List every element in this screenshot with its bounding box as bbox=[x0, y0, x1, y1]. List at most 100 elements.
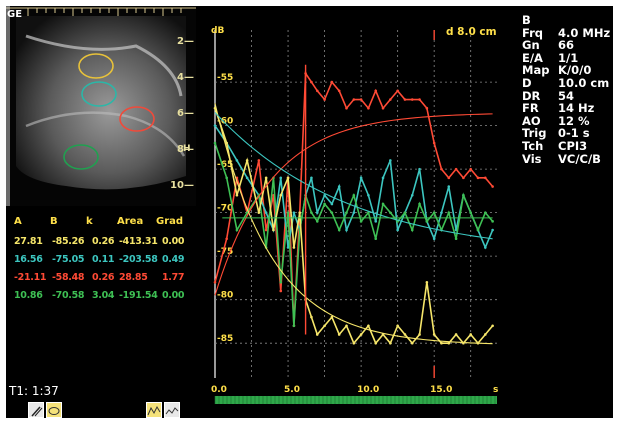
data-point bbox=[484, 211, 487, 214]
data-point bbox=[440, 211, 443, 214]
result-cell-grad: 1.77 bbox=[162, 272, 185, 283]
result-cell-area: -413.31 bbox=[119, 236, 158, 247]
data-point bbox=[323, 202, 326, 206]
depth-tick-label: 10— bbox=[170, 180, 194, 191]
info-label: Vis bbox=[522, 151, 542, 166]
info-label: DR bbox=[522, 88, 541, 103]
data-point bbox=[374, 237, 378, 241]
data-point bbox=[323, 193, 326, 197]
data-point bbox=[264, 211, 268, 214]
data-point bbox=[264, 176, 268, 180]
col-header-area: Area bbox=[117, 216, 144, 227]
depth-tick-label: 6— bbox=[177, 108, 194, 119]
data-point bbox=[367, 193, 370, 197]
data-point bbox=[403, 98, 407, 101]
data-point bbox=[454, 167, 458, 171]
data-point bbox=[272, 228, 275, 232]
info-value: 12 % bbox=[558, 113, 590, 128]
result-cell-k: 0.26 bbox=[92, 272, 115, 283]
y-tick-label: -55 bbox=[217, 73, 233, 83]
result-cell-a: 16.56 bbox=[14, 254, 43, 265]
data-point bbox=[403, 211, 407, 214]
result-cell-k: 3.04 bbox=[92, 290, 115, 301]
data-point bbox=[425, 280, 429, 284]
result-cell-grad: 0.00 bbox=[162, 236, 185, 247]
data-point bbox=[418, 167, 421, 171]
col-header-grad: Grad bbox=[156, 216, 184, 227]
data-point bbox=[447, 176, 451, 180]
col-header-k: k bbox=[86, 216, 93, 227]
data-point bbox=[447, 341, 451, 345]
data-point bbox=[389, 211, 392, 214]
data-point bbox=[245, 211, 249, 214]
corner-label: GE bbox=[7, 9, 23, 20]
data-point bbox=[225, 141, 228, 145]
data-point bbox=[359, 220, 363, 223]
data-point bbox=[484, 176, 487, 180]
data-point bbox=[476, 228, 480, 232]
result-cell-b: -75.05 bbox=[52, 254, 85, 265]
data-point bbox=[359, 333, 363, 336]
data-point bbox=[469, 333, 472, 336]
data-point bbox=[410, 98, 414, 101]
fit-curve-red bbox=[214, 113, 493, 296]
info-value: 10.0 cm bbox=[558, 76, 610, 90]
data-point bbox=[310, 211, 313, 214]
data-point bbox=[330, 80, 334, 84]
data-point bbox=[235, 193, 239, 197]
result-cell-k: 0.26 bbox=[92, 236, 115, 247]
x-tick-label: 15.0 bbox=[430, 385, 452, 395]
y-tick-label: -80 bbox=[217, 291, 233, 301]
ellipse-roi-icon[interactable] bbox=[46, 402, 62, 418]
data-point bbox=[279, 176, 283, 180]
data-point bbox=[315, 89, 319, 93]
x-tick-label: 0.0 bbox=[211, 385, 227, 395]
ultrasound-screen: GE 2— 4— 6— 8— 10— H A B k Area Grad 27.81 -8… bbox=[6, 6, 613, 418]
data-point bbox=[418, 333, 421, 336]
data-point bbox=[410, 193, 414, 197]
data-point bbox=[469, 211, 472, 214]
info-label: Gn bbox=[522, 38, 540, 53]
data-point bbox=[337, 89, 341, 93]
data-point bbox=[323, 98, 326, 101]
data-point bbox=[235, 159, 239, 162]
data-point bbox=[432, 333, 436, 336]
data-point bbox=[396, 89, 399, 93]
series-line-2 bbox=[214, 142, 494, 326]
x-tick-label: 10.0 bbox=[357, 385, 379, 395]
result-cell-a: 27.81 bbox=[14, 236, 43, 247]
info-label: E/A bbox=[522, 50, 543, 65]
y-tick-label: -65 bbox=[217, 160, 233, 170]
data-point bbox=[245, 176, 249, 180]
side-marker: H bbox=[183, 144, 191, 154]
results-table: A B k Area Grad 27.81 -85.26 0.26 -413.31 0.… bbox=[6, 214, 201, 304]
roi-green[interactable] bbox=[63, 144, 99, 170]
info-panel: B Frq 4.0 MHz Gn 66 E/A 1/1 Map K/0/0 D 10.0 cm DR 5… bbox=[522, 14, 612, 184]
data-point bbox=[359, 98, 363, 101]
series-line-3 bbox=[214, 107, 494, 345]
roi-teal[interactable] bbox=[81, 81, 117, 107]
data-point bbox=[225, 176, 228, 180]
data-point bbox=[330, 315, 334, 319]
raw-curve-icon[interactable] bbox=[164, 402, 180, 418]
info-value: 66 bbox=[558, 38, 575, 53]
depth-tick-label: 8— bbox=[177, 144, 194, 155]
chart-ylabel: dB bbox=[211, 26, 225, 36]
data-point bbox=[440, 167, 443, 171]
series-line-0 bbox=[214, 70, 494, 326]
curve-fit-icon[interactable] bbox=[146, 402, 162, 418]
data-point bbox=[403, 333, 407, 336]
data-point bbox=[213, 280, 217, 284]
data-point bbox=[454, 237, 458, 241]
roi-red[interactable] bbox=[119, 106, 155, 132]
info-value: CPI3 bbox=[558, 139, 588, 153]
data-point bbox=[286, 176, 290, 180]
info-value: 0-1 s bbox=[558, 126, 590, 141]
roi-yellow[interactable] bbox=[78, 53, 114, 79]
pen-edit-icon[interactable] bbox=[28, 402, 44, 418]
result-cell-b: -70.58 bbox=[52, 290, 85, 301]
info-label: B bbox=[522, 13, 531, 27]
data-point bbox=[432, 141, 436, 145]
timeline-scrollbar[interactable] bbox=[215, 396, 497, 404]
data-point bbox=[367, 324, 370, 328]
